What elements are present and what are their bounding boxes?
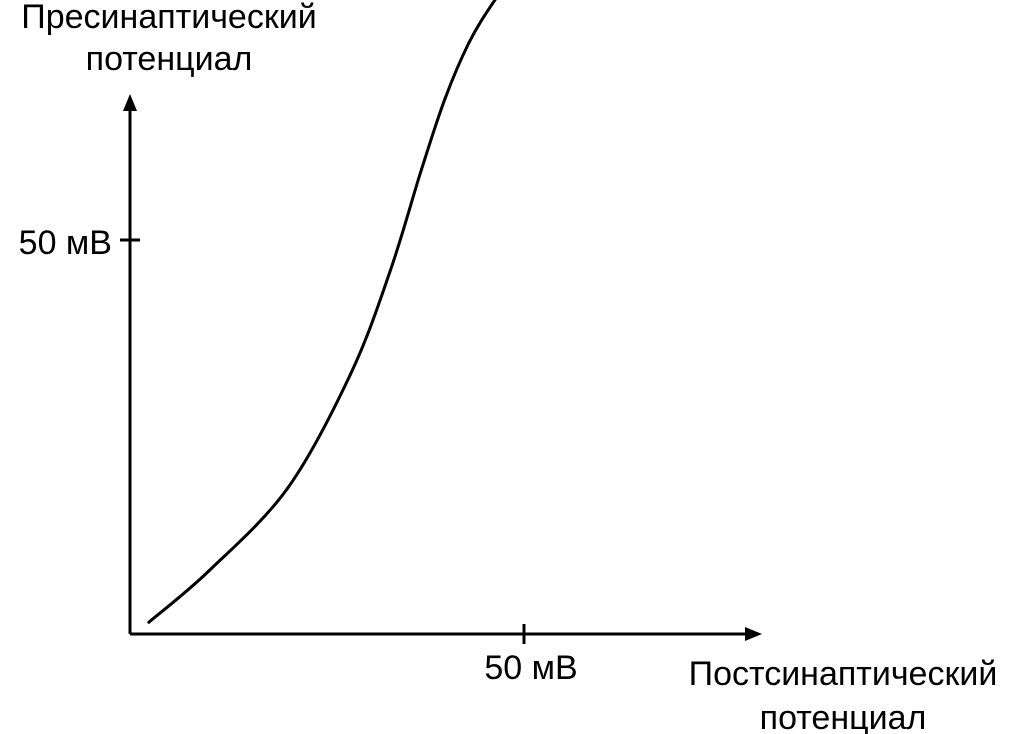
- data-point-4: [388, 270, 392, 273]
- series-points: [147, 2, 494, 624]
- x-tick-label: 50 мВ: [484, 649, 577, 687]
- x-axis-arrowhead: [745, 627, 762, 641]
- data-point-2: [286, 486, 290, 490]
- data-point-8: [491, 2, 494, 6]
- x-axis-label-line-1: Постсинаптический: [689, 655, 998, 693]
- y-axis-label-line-2: потенциал: [86, 40, 253, 78]
- axes: [120, 94, 762, 644]
- data-point-5: [420, 167, 424, 171]
- data-point-0: [147, 620, 151, 624]
- x-axis-label-line-2: потенциал: [760, 699, 927, 734]
- y-tick-label: 50 мВ: [19, 224, 112, 262]
- series-line: [147, 0, 497, 624]
- data-point-6: [443, 96, 447, 100]
- y-axis-label-line-1: Пресинаптический: [21, 0, 316, 36]
- data-point-7: [467, 41, 471, 45]
- data-point-1: [207, 569, 211, 573]
- data-point-3: [349, 372, 353, 376]
- y-axis-arrowhead: [123, 94, 137, 111]
